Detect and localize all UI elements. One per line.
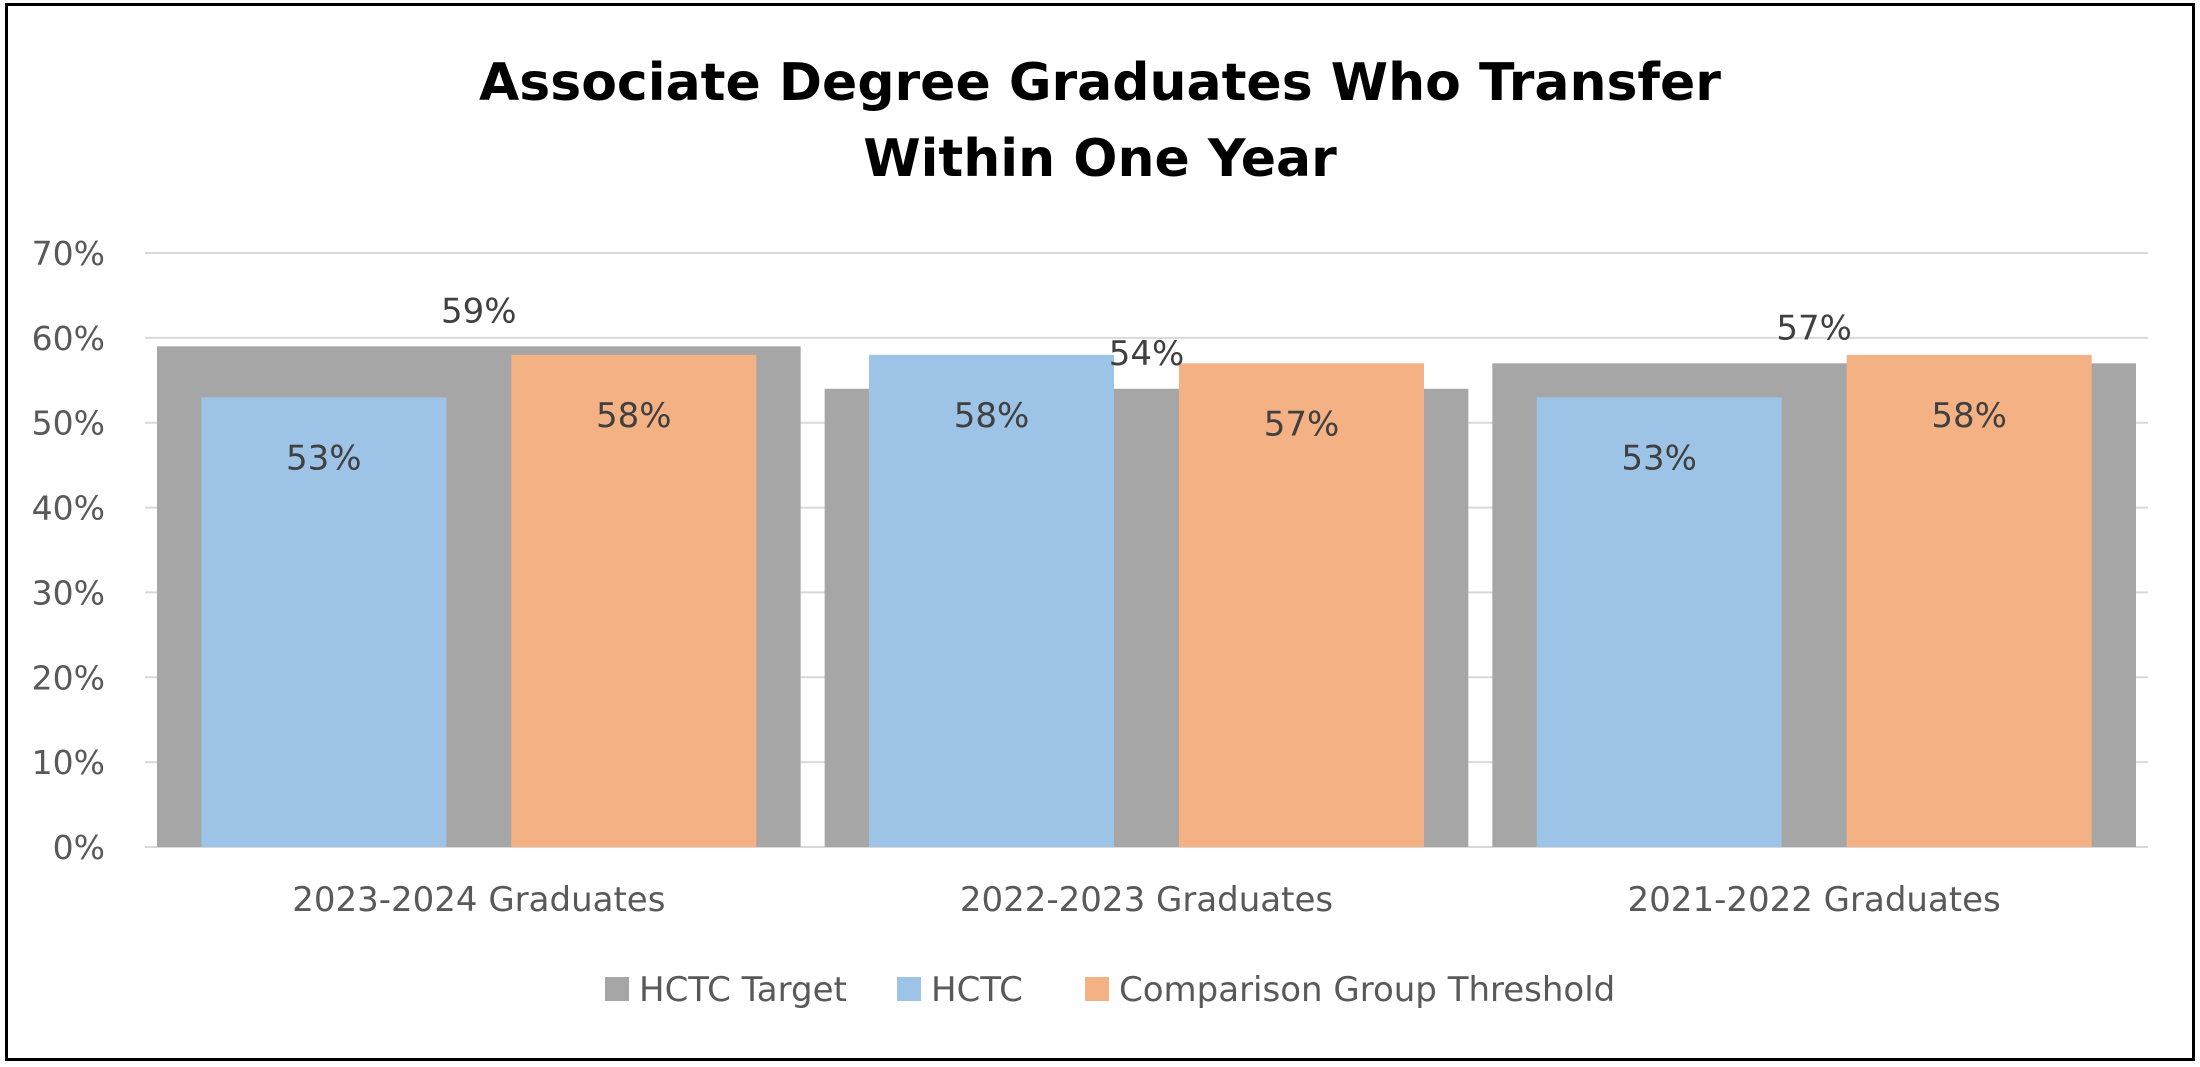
data-label-comparison-group-threshold: 58% — [596, 396, 672, 436]
y-tick-label: 0% — [53, 828, 105, 867]
x-category-label: 2021-2022 Graduates — [1628, 880, 2001, 920]
data-label-hctc-target: 59% — [441, 291, 517, 331]
data-labels: 59% 53% 58% 54% 58% 57% 57% 53% 58% — [286, 291, 2007, 478]
y-tick-label: 10% — [32, 743, 105, 782]
bar-hctc — [201, 397, 447, 847]
y-tick-label: 60% — [32, 319, 105, 358]
data-label-hctc: 58% — [954, 396, 1030, 436]
chart-title-line-1: Associate Degree Graduates Who Transfer — [479, 53, 1721, 113]
data-label-hctc: 53% — [286, 438, 362, 478]
y-tick-label: 40% — [32, 489, 105, 528]
legend-swatch — [605, 977, 629, 1001]
legend-label: HCTC — [931, 970, 1023, 1010]
y-tick-label: 70% — [32, 234, 105, 273]
chart-title-line-2: Within One Year — [863, 129, 1337, 189]
x-category-label: 2023-2024 Graduates — [292, 880, 665, 920]
x-axis: 2023-2024 Graduates 2022-2023 Graduates 20… — [292, 880, 2001, 920]
y-tick-label: 30% — [32, 573, 105, 612]
data-label-hctc-target: 54% — [1109, 334, 1185, 374]
y-tick-label: 20% — [32, 658, 105, 697]
data-label-comparison-group-threshold: 58% — [1931, 396, 2007, 436]
bars — [157, 346, 2136, 847]
legend-label: HCTC Target — [639, 970, 847, 1010]
data-label-comparison-group-threshold: 57% — [1264, 404, 1340, 444]
legend-swatch — [897, 977, 921, 1001]
bar-comparison-group-threshold — [1179, 363, 1424, 847]
bar-hctc — [869, 354, 1114, 847]
data-label-hctc: 53% — [1621, 438, 1697, 478]
legend-label: Comparison Group Threshold — [1119, 970, 1615, 1010]
x-category-label: 2022-2023 Graduates — [960, 880, 1333, 920]
bar-comparison-group-threshold — [511, 354, 757, 847]
legend: HCTC Target HCTC Comparison Group Threshol… — [605, 970, 1615, 1010]
y-tick-label: 50% — [32, 404, 105, 443]
bar-hctc — [1536, 397, 1782, 847]
bar-comparison-group-threshold — [1846, 354, 2092, 847]
data-label-hctc-target: 57% — [1776, 308, 1852, 348]
y-axis: 0% 10% 20% 30% 40% 50% 60% 70% — [32, 234, 105, 867]
legend-swatch — [1085, 977, 1109, 1001]
